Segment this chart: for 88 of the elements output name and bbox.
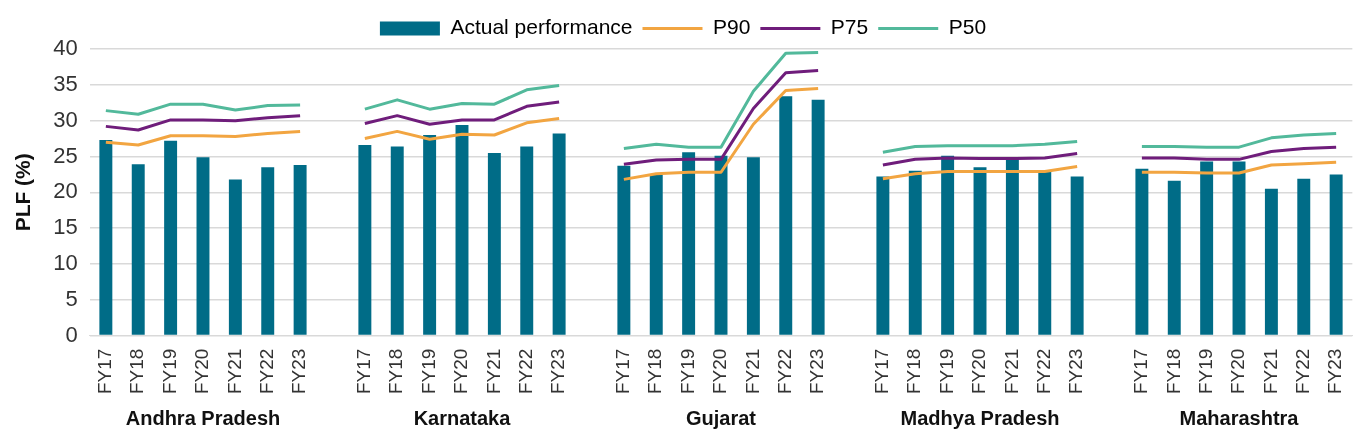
x-tick-label: FY19 — [1194, 348, 1216, 395]
y-tick-label: 30 — [53, 106, 78, 132]
text: Madhya Pradesh — [900, 406, 1060, 429]
x-tick-label: FY20 — [191, 348, 213, 395]
legend-label: P50 — [948, 15, 987, 39]
y-tick-label: 10 — [53, 250, 78, 275]
y-tick-label: 15 — [53, 214, 78, 240]
bar — [973, 167, 987, 335]
text: Andhra Pradesh — [125, 406, 281, 429]
x-tick-label: FY23 — [1065, 348, 1087, 395]
text: Maharashtra — [1179, 406, 1300, 429]
x-tick-label: FY22 — [514, 348, 536, 395]
x-tick-label: FY18 — [644, 348, 666, 395]
x-tick-label: FY21 — [741, 348, 763, 395]
bar — [487, 152, 501, 335]
bar — [1232, 161, 1246, 335]
bar — [649, 174, 663, 335]
bar — [1297, 178, 1311, 335]
x-tick-label: FY20 — [1227, 348, 1249, 395]
bar — [617, 165, 631, 335]
legend-label: Actual performance — [450, 15, 633, 39]
bar — [455, 124, 469, 335]
bar — [131, 164, 145, 335]
bar — [876, 176, 890, 335]
bar — [1070, 176, 1084, 335]
bar — [779, 96, 793, 335]
x-tick-label: FY19 — [676, 348, 698, 395]
x-tick-label: FY21 — [1000, 348, 1022, 395]
bar — [358, 145, 372, 335]
bar — [1264, 188, 1278, 335]
x-tick-label: FY22 — [255, 348, 277, 395]
bar — [293, 165, 307, 335]
y-tick-label: 5 — [65, 285, 78, 311]
text: Gujarat — [685, 406, 757, 429]
x-tick-label: FY21 — [223, 348, 245, 395]
x-tick-label: FY21 — [1259, 348, 1281, 395]
bar — [1038, 170, 1052, 335]
bar — [941, 155, 955, 335]
x-tick-label: FY18 — [385, 348, 407, 395]
x-tick-label: FY22 — [773, 348, 795, 395]
y-tick-label: 20 — [53, 178, 78, 204]
legend-label: P90 — [713, 15, 751, 39]
x-tick-label: FY18 — [903, 348, 925, 395]
x-tick-label: FY22 — [1292, 348, 1314, 395]
bar — [1167, 180, 1181, 335]
x-tick-label: FY17 — [1130, 348, 1152, 395]
bar — [682, 152, 696, 335]
bar — [390, 146, 404, 335]
bar — [261, 167, 275, 335]
x-tick-label: FY17 — [94, 348, 116, 395]
bar — [1329, 174, 1343, 335]
bar — [746, 157, 760, 335]
bar — [908, 170, 922, 335]
bar — [99, 139, 113, 335]
bar — [811, 99, 825, 335]
x-tick-label: FY23 — [547, 348, 569, 395]
legend-label: P75 — [830, 15, 869, 39]
x-tick-label: FY23 — [288, 348, 310, 395]
y-tick-label: 35 — [53, 70, 78, 96]
x-tick-label: FY23 — [1324, 348, 1346, 395]
bar — [1135, 168, 1149, 335]
bar — [423, 134, 437, 335]
x-tick-label: FY19 — [158, 348, 180, 395]
x-tick-label: FY17 — [612, 348, 634, 395]
x-tick-label: FY20 — [968, 348, 990, 395]
x-tick-label: FY18 — [126, 348, 148, 395]
x-tick-label: FY18 — [1162, 348, 1184, 395]
bar — [552, 133, 566, 335]
x-tick-label: FY17 — [353, 348, 375, 395]
x-tick-label: FY19 — [417, 348, 439, 395]
x-tick-label: FY20 — [450, 348, 472, 395]
y-tick-label: 40 — [53, 35, 78, 61]
bar — [196, 157, 210, 335]
x-tick-label: FY22 — [1033, 348, 1054, 395]
bar — [164, 140, 178, 335]
y-axis-title: PLF (%) — [11, 153, 35, 232]
y-tick-label: 0 — [65, 321, 78, 347]
text: Karnataka — [413, 406, 512, 429]
bar — [228, 179, 242, 335]
bar — [520, 146, 534, 335]
bar — [1200, 161, 1214, 335]
x-tick-label: FY19 — [935, 348, 957, 395]
x-tick-label: FY17 — [871, 348, 893, 395]
x-tick-label: FY23 — [806, 348, 828, 395]
x-tick-label: FY20 — [709, 348, 731, 395]
y-tick-label: 25 — [53, 142, 78, 168]
bar — [1005, 159, 1019, 335]
x-tick-label: FY21 — [482, 348, 504, 395]
